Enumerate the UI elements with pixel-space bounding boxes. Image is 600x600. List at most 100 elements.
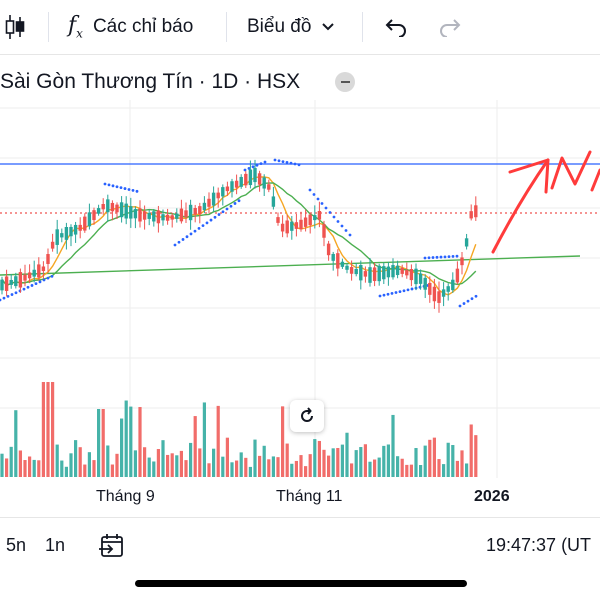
- candle: [340, 258, 345, 269]
- trend-line: [0, 255, 581, 276]
- volume-bar: [271, 456, 275, 477]
- sar-dot: [406, 288, 410, 292]
- volume-bar: [290, 463, 294, 477]
- candle: [165, 208, 170, 225]
- volume-bar: [69, 453, 73, 477]
- candle: [253, 159, 257, 189]
- redo-icon: [440, 19, 461, 37]
- sar-dot: [439, 255, 443, 259]
- candle: [437, 281, 441, 313]
- sar-dot: [423, 256, 427, 260]
- candle: [368, 258, 372, 287]
- candle: [101, 198, 105, 215]
- home-indicator: [135, 580, 467, 587]
- sar-dot: [263, 160, 267, 164]
- candle: [55, 219, 59, 254]
- sar-dot: [247, 167, 251, 170]
- undo-button[interactable]: [384, 0, 408, 54]
- candle: [441, 282, 446, 307]
- candle: [46, 248, 50, 273]
- volume-bar: [437, 459, 441, 477]
- volume-bar: [409, 464, 413, 477]
- sar-dot: [312, 193, 316, 196]
- sar-dot: [348, 233, 352, 237]
- indicators-button[interactable]: fx Các chỉ báo: [68, 0, 193, 54]
- sar-dot: [0, 298, 2, 302]
- candle: [244, 171, 248, 189]
- chart-type-button[interactable]: Biểu đồ: [247, 0, 335, 54]
- range-1n-button[interactable]: 1n: [45, 535, 66, 555]
- volume-bar: [5, 458, 9, 477]
- candle: [464, 233, 469, 250]
- volume-bar: [143, 447, 147, 477]
- volume-bar: [74, 440, 78, 477]
- candle: [14, 272, 18, 289]
- clock-time: 19:47:37 (UT: [486, 535, 592, 555]
- volume-bar: [110, 464, 114, 477]
- volume-bar: [432, 437, 436, 477]
- candle: [37, 257, 41, 281]
- volume-bar: [78, 447, 82, 477]
- volume-bar: [184, 460, 188, 477]
- candle: [184, 202, 188, 224]
- sar-dot: [328, 211, 332, 214]
- volume-bar: [368, 461, 372, 477]
- volume-bar: [115, 453, 119, 477]
- volume-bar: [207, 463, 211, 477]
- sar-dot: [316, 197, 320, 201]
- range-5n-button[interactable]: 5n: [6, 535, 27, 555]
- volume-bar: [193, 416, 197, 477]
- volume-bar: [386, 444, 390, 477]
- go-to-date-button[interactable]: [98, 518, 126, 573]
- volume-bar: [225, 437, 229, 477]
- candle: [188, 199, 193, 230]
- sar-dot: [378, 294, 382, 298]
- candle: [313, 205, 317, 229]
- volume-bar: [32, 459, 36, 477]
- reset-chart-button[interactable]: [290, 400, 324, 432]
- candle: [207, 192, 211, 214]
- volume-bar: [87, 452, 91, 477]
- redo-button[interactable]: [438, 0, 462, 54]
- candle: [73, 221, 78, 243]
- candle: [262, 174, 266, 196]
- sar-dot: [324, 206, 328, 210]
- sar-dot: [382, 293, 386, 297]
- candle: [18, 268, 23, 293]
- sar-dot: [251, 165, 255, 169]
- candle: [451, 272, 455, 293]
- collapse-legend-button[interactable]: [335, 72, 355, 92]
- sar-dot: [193, 229, 197, 233]
- volume-bar: [299, 455, 303, 477]
- sar-dot: [26, 285, 30, 289]
- candle: [239, 174, 243, 189]
- volume-bar: [442, 464, 446, 477]
- candle: [234, 174, 239, 195]
- sar-dot: [458, 304, 462, 308]
- volume-bar: [354, 450, 358, 477]
- price-chart[interactable]: [0, 100, 600, 485]
- volume-bar: [202, 402, 206, 477]
- sar-dot: [14, 291, 18, 295]
- candlestick-type-icon[interactable]: [4, 0, 26, 54]
- sar-dot: [462, 302, 466, 305]
- candle: [87, 203, 92, 230]
- volume-bar: [147, 457, 151, 477]
- sar-dot: [320, 202, 324, 205]
- volume-bar: [235, 460, 239, 477]
- sar-dot: [10, 293, 14, 296]
- sar-dot: [431, 256, 435, 259]
- volume-bar: [405, 464, 409, 477]
- candle: [221, 184, 225, 206]
- volume-bar: [308, 454, 312, 477]
- sar-dot: [398, 290, 402, 293]
- candle: [41, 261, 46, 279]
- candlesticks: [0, 159, 478, 313]
- candle: [147, 209, 151, 226]
- candle: [96, 204, 101, 216]
- candle: [124, 196, 128, 225]
- sar-dot: [390, 291, 394, 295]
- chart-type-label: Biểu đồ: [247, 16, 312, 37]
- candle: [129, 197, 133, 228]
- candle: [345, 263, 349, 274]
